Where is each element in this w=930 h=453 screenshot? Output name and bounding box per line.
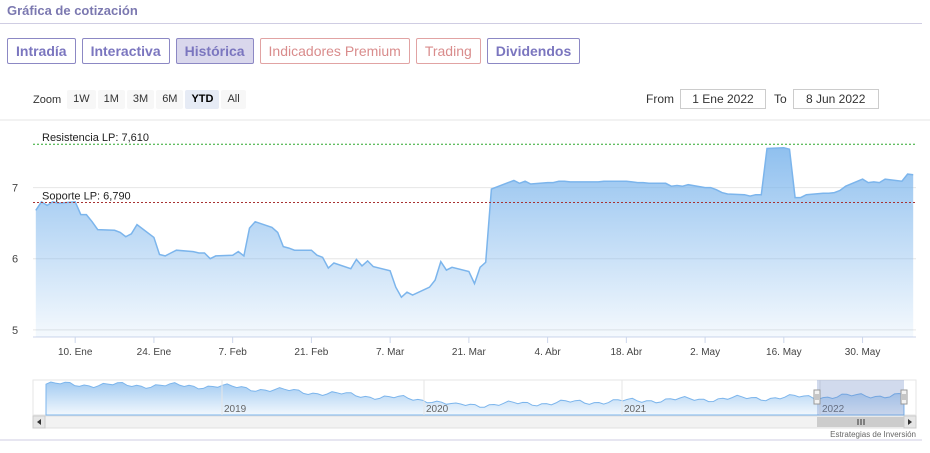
tab-hist-rica[interactable]: Histórica <box>175 38 254 64</box>
navigator-year-label: 2020 <box>426 404 449 415</box>
chevron-left-icon <box>37 419 41 425</box>
zoom-bar: Zoom 1W 1M 3M 6M YTD All <box>33 90 246 109</box>
x-axis: 10. Ene 24. Ene 7. Feb 21. Feb 7. Mar 21. Mar… <box>33 336 916 358</box>
navigator-selection <box>817 380 904 415</box>
navigator-left-handle[interactable] <box>813 389 821 405</box>
price-series <box>35 146 914 337</box>
range-to: To 8 Jun 2022 <box>774 89 879 109</box>
x-tick-label: 21. Mar <box>452 347 487 358</box>
title-divider <box>0 23 922 24</box>
tab-trading[interactable]: Trading <box>415 38 481 64</box>
navigator-right-handle[interactable] <box>900 389 908 405</box>
tab-interactiva[interactable]: Interactiva <box>81 38 170 64</box>
y-axis: 5 6 7 <box>12 183 18 337</box>
tab-dividendos[interactable]: Dividendos <box>486 38 581 64</box>
tab-bar: Intradía Interactiva Histórica Indicadores … <box>7 38 581 64</box>
x-tick-label: 10. Ene <box>58 347 93 358</box>
tab-intrad-a[interactable]: Intradía <box>7 38 76 64</box>
x-tick-label: 18. Abr <box>611 347 643 358</box>
zoom-ytd-button[interactable]: YTD <box>185 90 220 109</box>
chevron-right-icon <box>908 419 912 425</box>
navigator-year-label: 2021 <box>624 404 647 415</box>
zoom-1w-button[interactable]: 1W <box>67 90 96 109</box>
chart-svg: 5 6 7 10. Ene 24. Ene 7. Feb 21. Feb 7. Mar 21.… <box>0 119 930 441</box>
navigator-year-label: 2019 <box>224 404 247 415</box>
navigator-series <box>45 381 905 416</box>
y-tick-label: 6 <box>12 254 18 266</box>
zoom-label: Zoom <box>33 93 62 106</box>
price-line <box>35 146 914 299</box>
page-title: Gráfica de cotización <box>7 3 138 18</box>
support-resistance-lines: Resistencia LP: 7,610 Soporte LP: 6,790 <box>33 132 916 204</box>
x-tick-label: 21. Feb <box>294 347 328 358</box>
x-tick-label: 24. Ene <box>137 347 172 358</box>
zoom-1m-button[interactable]: 1M <box>97 90 125 109</box>
x-tick-label: 16. May <box>766 347 802 358</box>
to-date-input[interactable]: 8 Jun 2022 <box>792 89 879 109</box>
price-chart: 5 6 7 10. Ene 24. Ene 7. Feb 21. Feb 7. Mar 21.… <box>0 118 930 448</box>
from-date-input[interactable]: 1 Ene 2022 <box>680 89 766 109</box>
price-area <box>35 147 914 337</box>
y-tick-label: 7 <box>12 183 18 195</box>
range-from: From 1 Ene 2022 <box>646 89 766 109</box>
x-tick-label: 2. May <box>690 347 720 358</box>
x-tick-label: 7. Mar <box>376 347 405 358</box>
credits: Estrategias de Inversión <box>830 430 916 439</box>
tab-indicadores-premium[interactable]: Indicadores Premium <box>259 38 410 64</box>
navigator-year-label: 2022 <box>822 404 845 415</box>
navigator: 2019 2020 2021 2022 <box>0 379 922 441</box>
zoom-all-button[interactable]: All <box>221 90 246 109</box>
to-label: To <box>774 92 787 106</box>
zoom-6m-button[interactable]: 6M <box>156 90 184 109</box>
x-tick-label: 30. May <box>845 347 881 358</box>
scrollbar-track <box>32 415 917 429</box>
zoom-3m-button[interactable]: 3M <box>126 90 155 109</box>
x-tick-label: 4. Abr <box>535 347 562 358</box>
support-label: Soporte LP: 6,790 <box>42 191 131 203</box>
resistance-label: Resistencia LP: 7,610 <box>42 132 149 144</box>
x-tick-label: 7. Feb <box>218 347 247 358</box>
y-tick-label: 5 <box>12 325 18 337</box>
from-label: From <box>646 92 674 106</box>
